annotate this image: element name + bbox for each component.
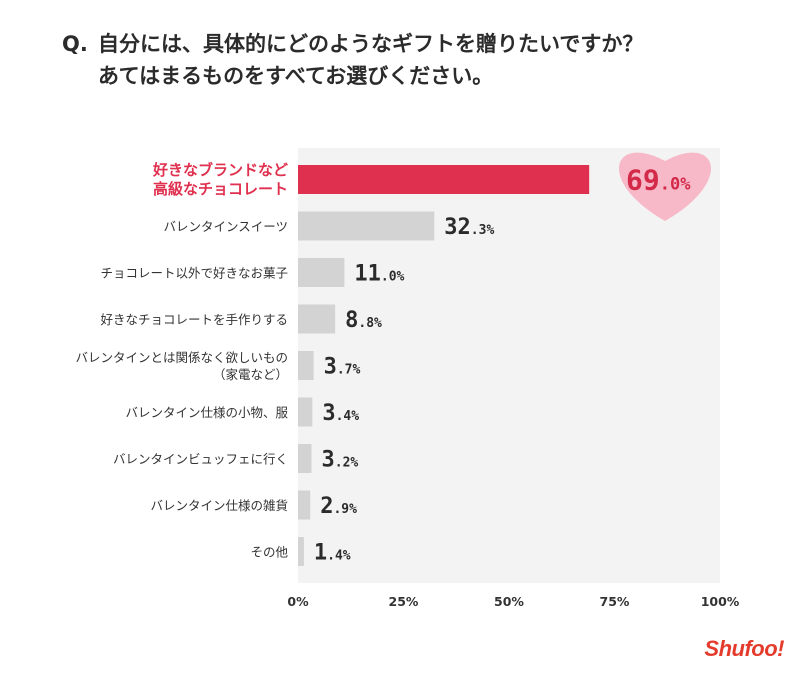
bar-5 <box>298 397 313 427</box>
x-tick-label: 25% <box>389 594 419 609</box>
category-label-5: バレンタイン仕様の小物、服 <box>125 405 288 420</box>
value-label-7: 2.9% <box>320 494 357 519</box>
value-label-1: 32.3% <box>444 215 494 240</box>
value-label-8: 1.4% <box>314 541 351 566</box>
shufoo-logo: Shufoo! <box>704 636 784 661</box>
heart-icon <box>619 152 711 221</box>
value-label-3: 8.8% <box>345 308 382 333</box>
bar-2 <box>298 258 345 287</box>
category-label-6: バレンタインビュッフェに行く <box>113 452 288 467</box>
bar-7 <box>298 490 311 520</box>
x-tick-label: 100% <box>701 594 740 609</box>
bar-8 <box>298 537 304 566</box>
category-label-3: 好きなチョコレートを手作りする <box>100 312 288 327</box>
category-label-4: バレンタインとは関係なく欲しいもの（家電など） <box>75 350 288 382</box>
x-tick-label: 50% <box>494 594 524 609</box>
title-line-1: Q. 自分には、具体的にどのようなギフトを贈りたいですか？ <box>62 28 782 60</box>
value-label-2: 11.0% <box>354 262 404 287</box>
category-label-2: チョコレート以外で好きなお菓子 <box>100 266 288 281</box>
category-label-8: その他 <box>250 545 288 560</box>
category-label-1: バレンタインスイーツ <box>163 219 288 234</box>
bar-3 <box>298 304 336 334</box>
question-marker: Q. <box>62 32 88 56</box>
value-label-6: 3.2% <box>322 448 359 473</box>
x-tick-label: 75% <box>600 594 630 609</box>
bar-6 <box>298 444 312 473</box>
bar-0 <box>298 165 590 194</box>
value-label-5: 3.4% <box>322 401 359 426</box>
bar-1 <box>298 211 435 241</box>
category-label-7: バレンタイン仕様の雑貨 <box>150 498 288 513</box>
x-tick-label: 0% <box>287 594 309 609</box>
title-line-2: あてはまるものをすべてお選びください。 <box>98 64 494 88</box>
chart-title: Q. 自分には、具体的にどのようなギフトを贈りたいですか？ あてはまるものをすべて… <box>62 28 782 92</box>
category-label-0: 好きなブランドなど高級なチョコレート <box>152 161 288 198</box>
value-label-0: 69.0% <box>626 164 691 197</box>
bar-chart: 好きなブランドなど高級なチョコレート 69.0% バレンタインスイーツ 32.3% チョ… <box>75 152 740 609</box>
value-label-4: 3.7% <box>324 355 361 380</box>
bar-4 <box>298 351 314 380</box>
